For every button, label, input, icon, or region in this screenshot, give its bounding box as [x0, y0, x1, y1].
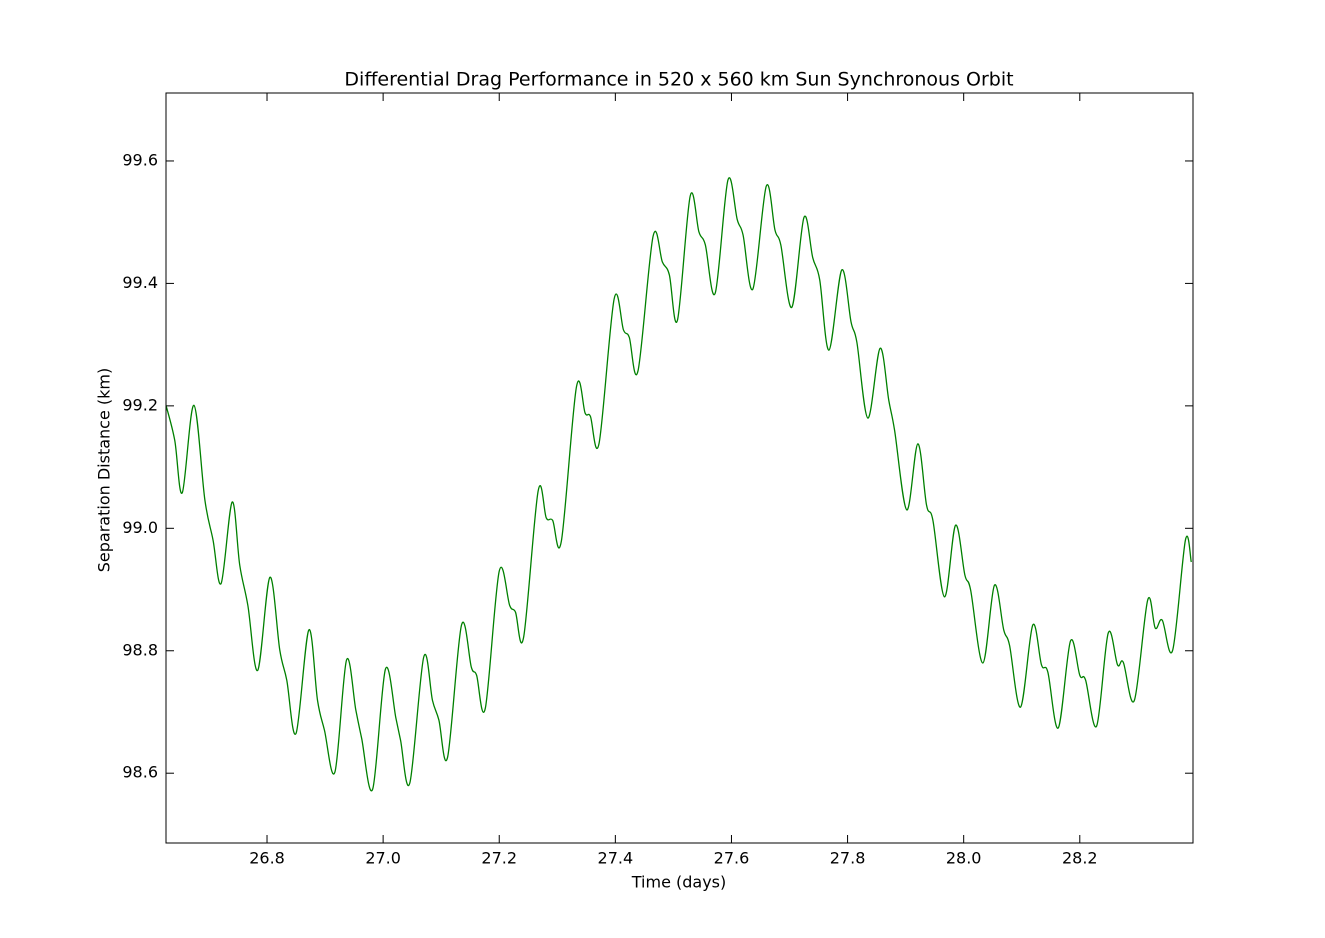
- x-tick-label: 27.4: [598, 849, 634, 868]
- x-tick-label: 27.8: [830, 849, 866, 868]
- data-line: [166, 177, 1192, 792]
- y-tick-label: 99.0: [122, 518, 158, 537]
- plot-frame: [165, 92, 1194, 844]
- y-tick-label: 99.2: [122, 395, 158, 414]
- x-tick-label: 27.2: [481, 849, 517, 868]
- chart-title: Differential Drag Performance in 520 x 5…: [344, 69, 1013, 91]
- x-axis-label: Time (days): [631, 873, 727, 892]
- x-tick-label: 28.0: [946, 849, 982, 868]
- x-tick-label: 26.8: [249, 849, 285, 868]
- y-axis-label: Separation Distance (km): [95, 368, 114, 572]
- y-tick-label: 99.6: [122, 150, 158, 169]
- x-tick-label: 28.2: [1062, 849, 1098, 868]
- x-tick-label: 27.0: [365, 849, 401, 868]
- y-tick-label: 98.8: [122, 640, 158, 659]
- y-tick-label: 98.6: [122, 763, 158, 782]
- y-tick-label: 99.4: [122, 273, 158, 292]
- x-tick-label: 27.6: [714, 849, 750, 868]
